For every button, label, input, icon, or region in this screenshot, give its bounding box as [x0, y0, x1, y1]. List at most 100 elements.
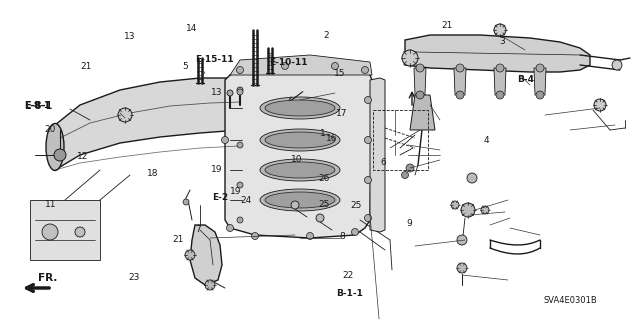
- Circle shape: [496, 64, 504, 72]
- Circle shape: [457, 263, 467, 273]
- Circle shape: [237, 217, 243, 223]
- Text: 8: 8: [339, 232, 345, 241]
- Circle shape: [221, 137, 228, 144]
- Text: 12: 12: [77, 152, 88, 161]
- Circle shape: [401, 172, 408, 179]
- Circle shape: [365, 214, 371, 221]
- Polygon shape: [454, 68, 466, 95]
- Circle shape: [496, 91, 504, 99]
- Circle shape: [227, 225, 234, 232]
- Circle shape: [457, 235, 467, 245]
- Polygon shape: [230, 55, 372, 75]
- Text: 5: 5: [182, 63, 188, 71]
- Circle shape: [237, 142, 243, 148]
- Text: 21: 21: [80, 63, 92, 71]
- Text: 4: 4: [483, 136, 489, 145]
- Text: 20: 20: [45, 125, 56, 134]
- Circle shape: [406, 164, 414, 172]
- Polygon shape: [494, 68, 506, 95]
- Ellipse shape: [260, 129, 340, 151]
- Text: 24: 24: [240, 197, 252, 205]
- Text: 23: 23: [128, 273, 140, 282]
- Circle shape: [451, 201, 459, 209]
- Text: 9: 9: [406, 219, 412, 228]
- Text: 26: 26: [319, 174, 330, 183]
- Circle shape: [183, 199, 189, 205]
- Polygon shape: [55, 78, 240, 170]
- Circle shape: [237, 66, 243, 73]
- Text: 21: 21: [442, 21, 453, 30]
- Circle shape: [75, 227, 85, 237]
- Circle shape: [402, 50, 418, 66]
- Circle shape: [536, 91, 544, 99]
- Circle shape: [456, 64, 464, 72]
- Circle shape: [461, 203, 475, 217]
- Circle shape: [316, 214, 324, 222]
- Text: 19: 19: [230, 187, 242, 196]
- Text: 2: 2: [323, 31, 329, 40]
- Circle shape: [365, 176, 371, 183]
- Text: 15: 15: [334, 69, 346, 78]
- Text: 21: 21: [173, 235, 184, 244]
- Circle shape: [237, 89, 243, 95]
- Text: 11: 11: [45, 200, 56, 209]
- Text: 3: 3: [499, 37, 505, 46]
- Circle shape: [332, 63, 339, 70]
- Circle shape: [416, 91, 424, 99]
- Ellipse shape: [265, 192, 335, 208]
- Circle shape: [362, 66, 369, 73]
- Polygon shape: [410, 95, 435, 130]
- Text: 19: 19: [211, 165, 223, 174]
- Bar: [373, 110, 428, 170]
- Circle shape: [456, 91, 464, 99]
- Text: B-1-1: B-1-1: [336, 289, 363, 298]
- Circle shape: [185, 250, 195, 260]
- Text: 17: 17: [336, 109, 348, 118]
- Polygon shape: [225, 65, 372, 238]
- Text: SVA4E0301B: SVA4E0301B: [544, 296, 598, 305]
- Text: B-4: B-4: [517, 75, 534, 84]
- Circle shape: [416, 64, 424, 72]
- Polygon shape: [534, 68, 546, 95]
- Circle shape: [227, 90, 233, 96]
- Circle shape: [54, 149, 66, 161]
- Circle shape: [237, 87, 243, 93]
- Circle shape: [351, 228, 358, 235]
- Bar: [30, 200, 100, 260]
- Circle shape: [291, 201, 299, 209]
- Ellipse shape: [260, 159, 340, 181]
- Circle shape: [612, 60, 622, 70]
- Text: 10: 10: [291, 155, 303, 164]
- Text: FR.: FR.: [38, 273, 58, 283]
- Text: 7: 7: [195, 225, 201, 234]
- Text: 13: 13: [124, 32, 135, 41]
- Circle shape: [307, 233, 314, 240]
- Ellipse shape: [265, 100, 335, 116]
- Ellipse shape: [260, 97, 340, 119]
- Circle shape: [594, 99, 606, 111]
- Text: 14: 14: [186, 24, 197, 33]
- Polygon shape: [414, 68, 426, 95]
- Text: E-8-1: E-8-1: [24, 101, 51, 110]
- Ellipse shape: [46, 123, 64, 170]
- Ellipse shape: [265, 162, 335, 178]
- Polygon shape: [370, 78, 385, 232]
- Text: 13: 13: [211, 88, 223, 97]
- Ellipse shape: [265, 132, 335, 148]
- Circle shape: [118, 108, 132, 122]
- Circle shape: [365, 137, 371, 144]
- Text: 25: 25: [351, 201, 362, 210]
- Text: 1: 1: [320, 130, 326, 138]
- Polygon shape: [190, 225, 222, 285]
- Circle shape: [237, 182, 243, 188]
- Circle shape: [282, 63, 289, 70]
- Text: 18: 18: [147, 169, 159, 178]
- Circle shape: [481, 206, 489, 214]
- Text: 22: 22: [342, 271, 354, 280]
- Circle shape: [252, 233, 259, 240]
- Ellipse shape: [260, 189, 340, 211]
- Text: E-10-11: E-10-11: [269, 58, 307, 67]
- Text: 25: 25: [319, 200, 330, 209]
- Circle shape: [467, 173, 477, 183]
- Text: E-2: E-2: [212, 193, 228, 202]
